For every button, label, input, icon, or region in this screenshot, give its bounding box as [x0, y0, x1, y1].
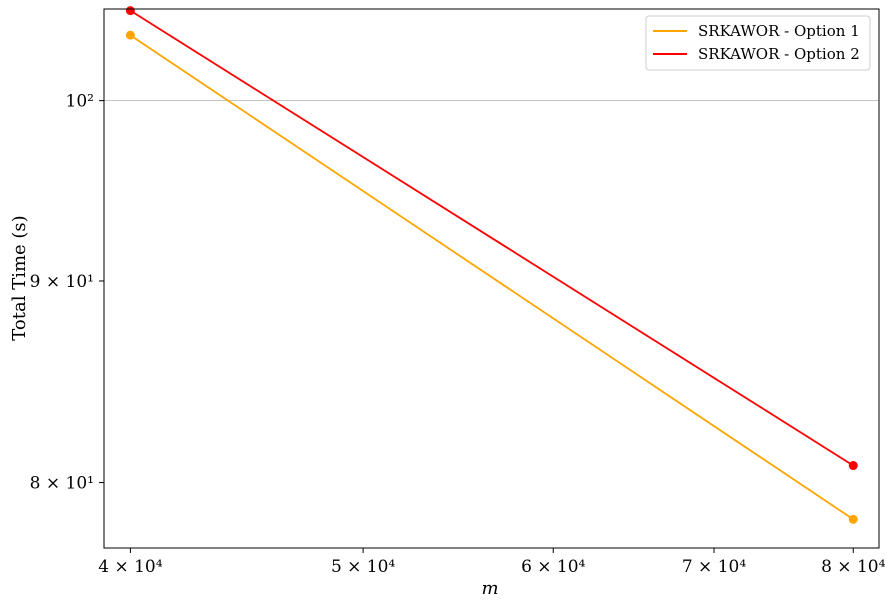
series-line-option-2	[129, 9, 854, 467]
x-tick-label: 8 × 10⁴	[821, 557, 885, 577]
x-tick-label: 6 × 10⁴	[521, 557, 585, 577]
x-axis-label: m	[481, 578, 498, 599]
legend-box	[645, 15, 871, 71]
y-tick-label: 9 × 10¹	[30, 272, 94, 292]
data-point-option-2	[848, 461, 858, 471]
x-tick-label: 5 × 10⁴	[331, 557, 395, 577]
data-point-option-1	[125, 30, 135, 40]
plot-frame	[103, 8, 880, 549]
data-point-option-2	[125, 6, 135, 16]
data-point-option-1	[848, 514, 858, 524]
y-tick-label: 10²	[66, 92, 94, 112]
plot-background	[104, 9, 879, 548]
x-tick-label: 7 × 10⁴	[682, 557, 746, 577]
y-axis-label: Total Time (s)	[9, 215, 30, 340]
y-tick-label: 8 × 10¹	[30, 474, 94, 494]
legend-label-option-2: SRKAWOR - Option 2	[698, 45, 860, 63]
series-line-option-1	[129, 34, 854, 521]
legend-label-option-1: SRKAWOR - Option 1	[698, 22, 860, 40]
x-axis: 4 × 10⁴ 5 × 10⁴ 6 × 10⁴ 7 × 10⁴ 8 × 10⁴	[98, 548, 886, 577]
legend: SRKAWOR - Option 1 SRKAWOR - Option 2	[645, 15, 871, 71]
series-group	[125, 6, 858, 524]
x-tick-label: 4 × 10⁴	[98, 557, 162, 577]
y-axis: 8 × 10¹ 9 × 10¹ 10²	[30, 92, 104, 494]
